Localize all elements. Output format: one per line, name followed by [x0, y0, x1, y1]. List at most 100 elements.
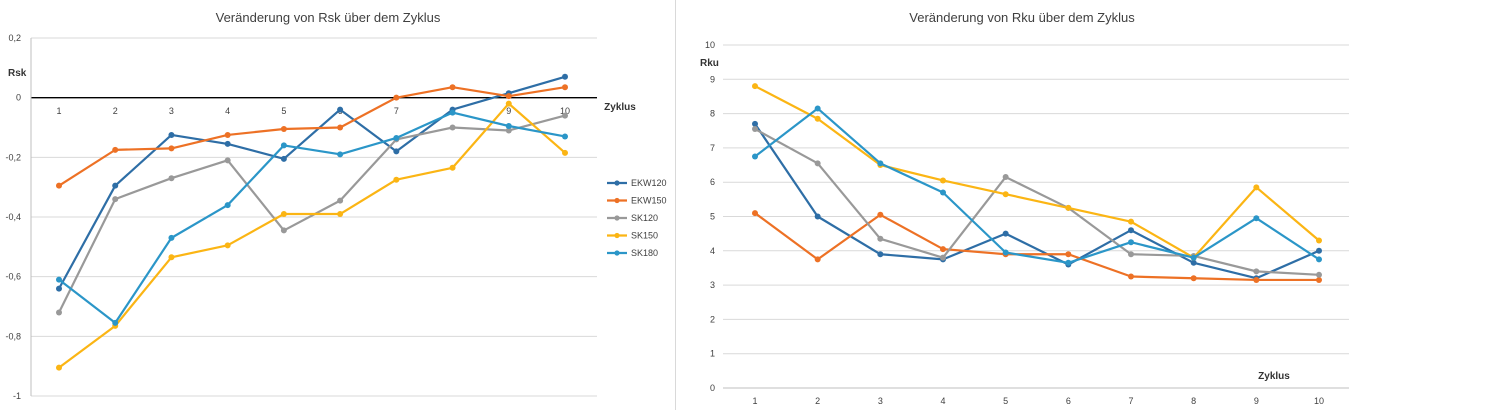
data-point [877, 251, 884, 258]
data-point [112, 146, 119, 153]
y-tick-label: 10 [705, 40, 715, 50]
data-point [1002, 191, 1009, 198]
data-point [752, 83, 758, 90]
data-point [1065, 251, 1072, 258]
series-line [754, 123, 1320, 280]
data-point [1128, 251, 1134, 258]
data-point [168, 234, 175, 241]
data-point [505, 100, 512, 107]
series-line [754, 128, 1320, 276]
y-tick-label: -0,6 [5, 272, 21, 282]
x-axis-label: Zyklus [1258, 371, 1290, 382]
data-point [1002, 174, 1009, 181]
data-point [449, 109, 456, 116]
x-tick-label: 10 [560, 106, 570, 116]
data-point [224, 131, 231, 138]
series-line [58, 102, 566, 369]
data-point [1253, 268, 1260, 275]
y-axis-label: Rku [700, 58, 719, 69]
x-tick-label: 1 [752, 396, 757, 406]
x-tick-label: 8 [1191, 396, 1196, 406]
data-point [1128, 218, 1134, 225]
data-point [505, 123, 512, 130]
rku-chart-panel: Veränderung von Rku über dem Zyklus 0 1 2 3 4… [686, 0, 1500, 410]
data-point [112, 196, 119, 203]
data-point [393, 176, 400, 183]
x-axis-label: Zyklus [604, 102, 636, 113]
x-tick-label: 2 [815, 396, 820, 406]
x-tick-label: 5 [281, 106, 286, 116]
series-line [58, 75, 566, 290]
x-tick-label: 9 [1254, 396, 1259, 406]
data-point [1128, 273, 1134, 280]
data-point [562, 112, 568, 119]
legend-marker [614, 215, 620, 221]
data-point [280, 142, 287, 149]
y-tick-label: 8 [710, 109, 715, 119]
data-point [337, 197, 344, 204]
x-tick-label: 5 [1003, 396, 1008, 406]
data-point [562, 149, 568, 156]
data-point [1002, 249, 1009, 256]
x-tick-label: 4 [940, 396, 945, 406]
data-point [814, 160, 821, 167]
data-point [112, 319, 119, 326]
data-point [505, 127, 512, 134]
rku-chart: Veränderung von Rku über dem Zyklus 0 1 2 3 4… [700, 10, 1349, 406]
data-point [280, 227, 287, 234]
data-point [1190, 275, 1197, 282]
data-point [814, 256, 821, 263]
data-point [1316, 271, 1322, 278]
data-point [337, 211, 344, 218]
legend-label: EKW120 [631, 178, 667, 188]
y-axis-label: Rsk [8, 68, 27, 79]
y-tick-label: 4 [710, 246, 715, 256]
data-point [224, 140, 231, 147]
data-point [56, 182, 62, 189]
chart-title: Veränderung von Rku über dem Zyklus [909, 10, 1135, 25]
y-tick-label: 0 [710, 383, 715, 393]
data-point [449, 164, 456, 171]
x-tick-label: 2 [113, 106, 118, 116]
y-tick-label: 2 [710, 314, 715, 324]
data-point [280, 155, 287, 162]
data-point [1002, 230, 1009, 237]
data-point [56, 276, 62, 283]
data-point [1190, 259, 1197, 266]
data-point [877, 211, 884, 218]
data-point [56, 364, 62, 371]
y-tick-label: 0,2 [8, 33, 21, 43]
data-point [877, 235, 884, 242]
data-point [112, 182, 119, 189]
data-point [1065, 259, 1072, 266]
y-tick-label: -0,4 [5, 212, 21, 222]
legend-marker [614, 180, 620, 186]
data-point [1065, 204, 1072, 211]
y-tick-label: 7 [710, 143, 715, 153]
x-tick-label: 4 [225, 106, 230, 116]
y-tick-label: -0,2 [5, 152, 21, 162]
data-point [1253, 276, 1260, 283]
data-point [877, 160, 884, 167]
y-tick-label: 3 [710, 280, 715, 290]
series-line [754, 212, 1319, 282]
data-point [393, 148, 400, 155]
data-point [337, 106, 344, 113]
rsk-chart: Veränderung von Rsk über dem Zyklus 0,2 0 -… [5, 10, 667, 401]
data-point [1253, 184, 1260, 191]
data-point [1316, 237, 1322, 244]
data-point [393, 94, 400, 101]
series-line [58, 114, 566, 313]
data-point [1253, 215, 1260, 222]
series-line [58, 86, 566, 187]
x-tick-label: 9 [506, 106, 511, 116]
data-point [562, 133, 568, 140]
data-point [224, 202, 231, 209]
y-tick-label: 5 [710, 212, 715, 222]
chart-title: Veränderung von Rsk über dem Zyklus [216, 10, 441, 25]
y-tick-label: 1 [710, 349, 715, 359]
legend-marker [614, 197, 620, 204]
data-point [814, 213, 821, 220]
data-point [280, 211, 287, 218]
data-point [1128, 239, 1134, 246]
